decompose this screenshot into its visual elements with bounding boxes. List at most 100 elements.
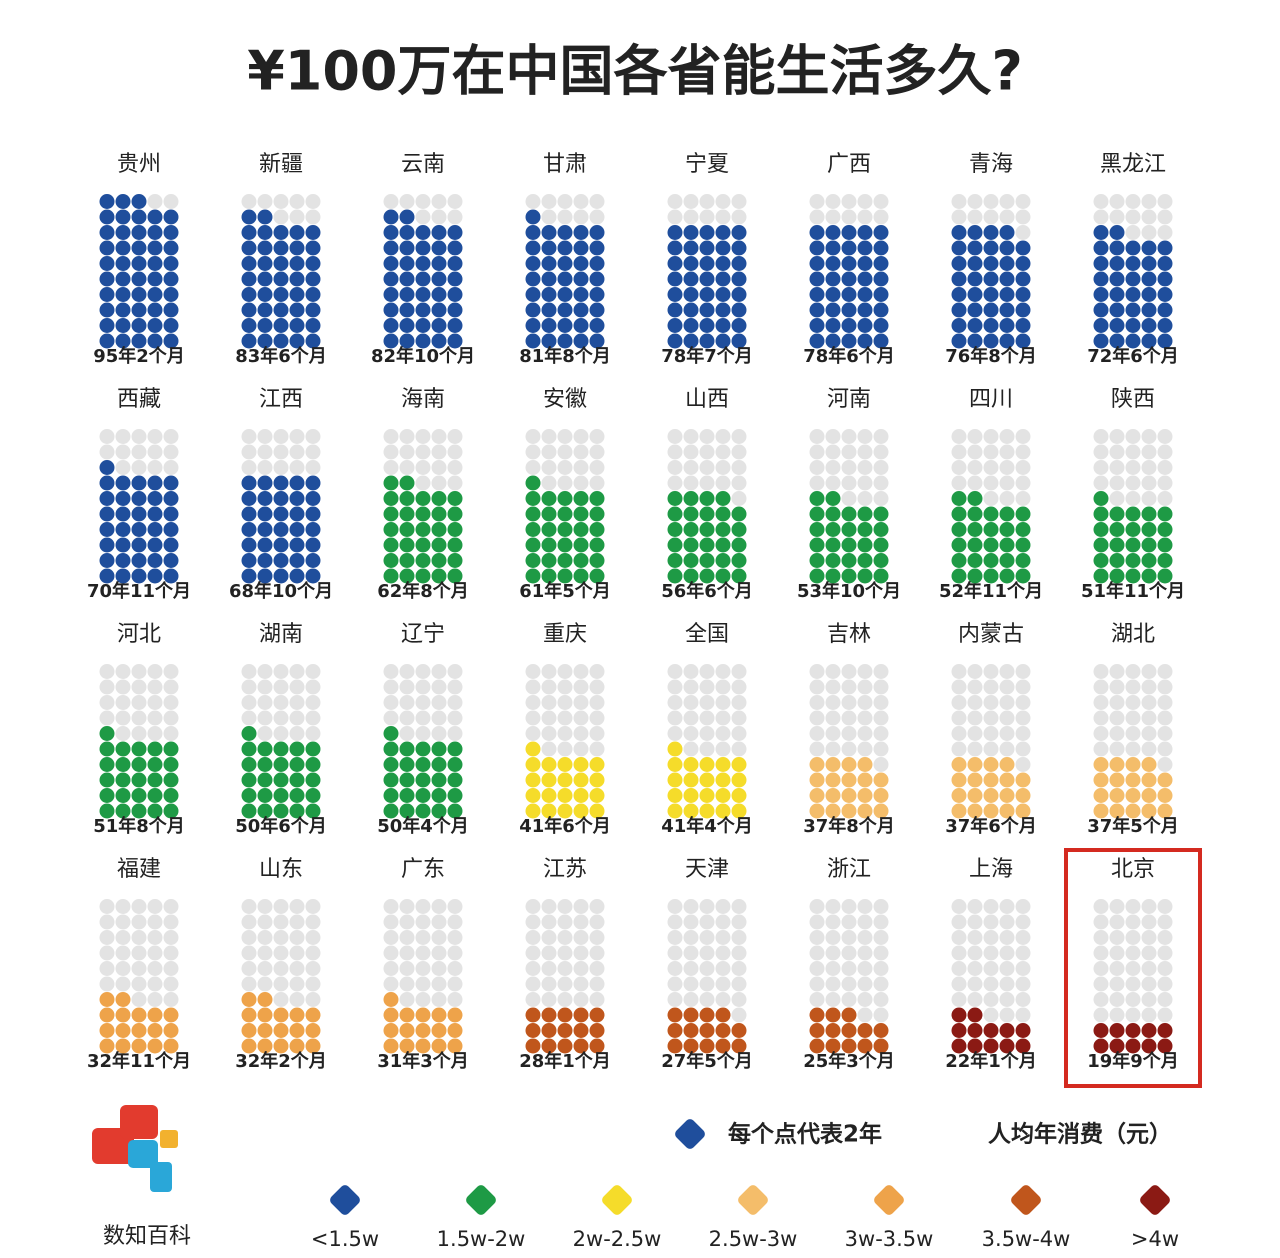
- dot: [715, 240, 731, 256]
- empty-dot: [589, 726, 605, 741]
- empty-dot: [257, 679, 273, 695]
- dot: [131, 240, 147, 256]
- empty-dot: [163, 899, 179, 914]
- empty-dot: [447, 695, 463, 710]
- dot: [699, 271, 715, 287]
- empty-dot: [1015, 695, 1031, 710]
- dot: [825, 757, 841, 772]
- dot: [399, 333, 415, 349]
- dot: [967, 271, 983, 287]
- dot: [399, 568, 415, 584]
- dot: [305, 568, 321, 584]
- empty-dot: [999, 710, 1015, 726]
- dot: [305, 271, 321, 287]
- dot: [541, 240, 557, 256]
- dot: [699, 225, 715, 240]
- empty-dot: [983, 695, 999, 710]
- dot: [841, 1038, 857, 1054]
- empty-dot: [999, 1007, 1015, 1023]
- dot: [715, 1023, 731, 1038]
- empty-dot: [667, 976, 683, 992]
- empty-dot: [131, 726, 147, 741]
- duration-label: 51年11个月: [1081, 580, 1185, 602]
- empty-dot: [809, 726, 825, 741]
- empty-dot: [399, 976, 415, 992]
- dot: [383, 225, 399, 240]
- empty-dot: [1141, 1007, 1157, 1023]
- empty-dot: [699, 194, 715, 209]
- dot: [999, 256, 1015, 271]
- empty-dot: [541, 914, 557, 930]
- empty-dot: [163, 444, 179, 460]
- dot: [399, 757, 415, 772]
- dot: [273, 741, 289, 757]
- empty-dot: [825, 914, 841, 930]
- duration-label: 41年6个月: [519, 815, 611, 837]
- empty-dot: [983, 976, 999, 992]
- dot: [1109, 757, 1125, 772]
- dot: [399, 491, 415, 506]
- province-label: 湖北: [1111, 622, 1155, 647]
- dot: [1157, 788, 1173, 803]
- empty-dot: [273, 726, 289, 741]
- empty-dot: [967, 899, 983, 914]
- empty-dot: [147, 710, 163, 726]
- empty-dot: [241, 914, 257, 930]
- dot: [809, 803, 825, 819]
- legend-swatch: [874, 1185, 904, 1215]
- dot: [257, 287, 273, 302]
- empty-dot: [667, 679, 683, 695]
- empty-dot: [525, 429, 541, 444]
- empty-dot: [415, 460, 431, 475]
- dot: [525, 741, 541, 757]
- empty-dot: [715, 914, 731, 930]
- dot: [999, 772, 1015, 788]
- dot: [241, 553, 257, 568]
- empty-dot: [999, 194, 1015, 209]
- empty-dot: [131, 899, 147, 914]
- empty-dot: [147, 914, 163, 930]
- empty-dot: [857, 961, 873, 976]
- dot: [825, 225, 841, 240]
- dot: [715, 553, 731, 568]
- dot: [399, 803, 415, 819]
- empty-dot: [289, 460, 305, 475]
- dot: [999, 568, 1015, 584]
- dot: [99, 537, 115, 553]
- dot: [557, 302, 573, 318]
- empty-dot: [541, 194, 557, 209]
- dot: [131, 225, 147, 240]
- empty-dot: [967, 429, 983, 444]
- dot: [951, 302, 967, 318]
- empty-dot: [557, 664, 573, 679]
- dot: [289, 788, 305, 803]
- dot: [447, 772, 463, 788]
- dot: [873, 271, 889, 287]
- empty-dot: [257, 664, 273, 679]
- empty-dot: [431, 664, 447, 679]
- empty-dot: [731, 914, 747, 930]
- dot: [999, 333, 1015, 349]
- empty-dot: [1093, 961, 1109, 976]
- empty-dot: [1015, 664, 1031, 679]
- dot: [1093, 568, 1109, 584]
- dot: [383, 522, 399, 537]
- dot: [241, 271, 257, 287]
- dot: [809, 256, 825, 271]
- dot: [115, 772, 131, 788]
- empty-dot: [589, 976, 605, 992]
- empty-dot: [147, 961, 163, 976]
- empty-dot: [683, 679, 699, 695]
- dot: [857, 240, 873, 256]
- dot: [147, 553, 163, 568]
- empty-dot: [731, 726, 747, 741]
- dot: [589, 1038, 605, 1054]
- dot: [1093, 256, 1109, 271]
- dot: [415, 491, 431, 506]
- dot: [573, 287, 589, 302]
- empty-dot: [573, 664, 589, 679]
- dot: [99, 333, 115, 349]
- empty-dot: [541, 899, 557, 914]
- dot: [431, 803, 447, 819]
- dot: [241, 741, 257, 757]
